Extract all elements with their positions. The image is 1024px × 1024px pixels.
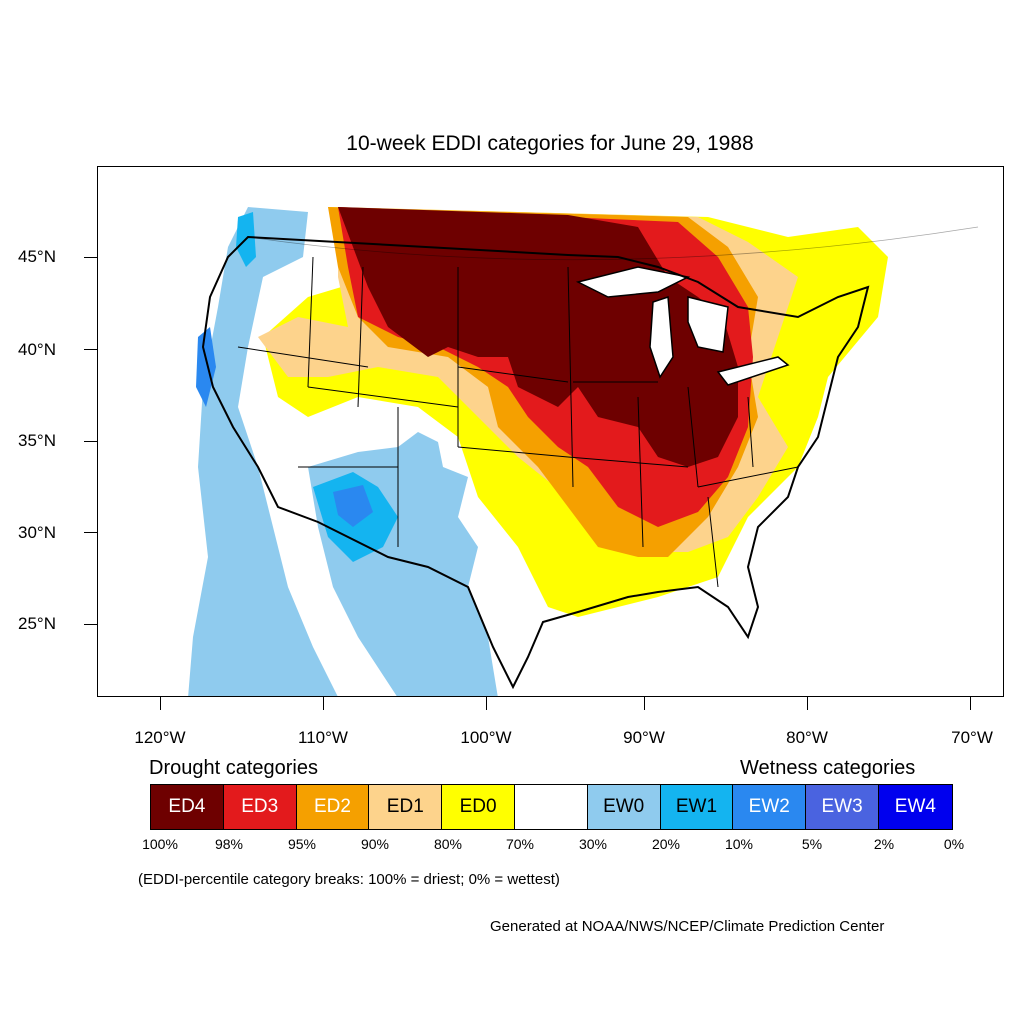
legend-break-10: 10% — [724, 836, 754, 852]
legend-break-80: 80% — [433, 836, 463, 852]
legend-swatch-ed0: ED0 — [442, 785, 515, 829]
legend-swatch-label: EW0 — [603, 796, 645, 817]
legend-swatch-ew0: EW0 — [587, 785, 661, 829]
legend-break-98: 98% — [214, 836, 244, 852]
legend-break-5: 5% — [801, 836, 823, 852]
lat-tick-35 — [84, 441, 97, 442]
legend-swatch-ew1: EW1 — [660, 785, 734, 829]
lon-tick-70 — [970, 697, 971, 710]
legend-swatch-label: EW4 — [894, 796, 936, 817]
legend-swatch-label: EW2 — [748, 796, 790, 817]
lon-label-90: 90°W — [623, 728, 665, 747]
lake-erie — [716, 356, 790, 386]
lat-label-45: 45°N — [18, 247, 56, 266]
legend-swatch-ed2: ED2 — [296, 785, 370, 829]
legend-swatch-ew4: EW4 — [878, 785, 952, 829]
legend-swatch-ew2: EW2 — [733, 785, 807, 829]
legend-swatch-ed4: ED4 — [151, 785, 224, 829]
region-ew0-west — [188, 207, 338, 696]
lat-tick-25 — [84, 624, 97, 625]
lat-tick-30 — [84, 532, 97, 533]
lon-label-110: 110°W — [298, 728, 348, 747]
lon-label-80: 80°W — [786, 728, 828, 747]
lon-tick-100 — [486, 697, 487, 710]
state-lines — [237, 256, 799, 588]
legend-break-95: 95% — [287, 836, 317, 852]
legend-swatch-ew3: EW3 — [806, 785, 879, 829]
region-ew2-southwest — [333, 485, 373, 527]
lat-label-30: 30°N — [18, 523, 56, 542]
legend-break-90: 90% — [360, 836, 390, 852]
legend-swatch-ed1: ED1 — [369, 785, 443, 829]
lake-superior — [575, 266, 691, 298]
lat-tick-40 — [84, 349, 97, 350]
legend-swatch-label: ED0 — [459, 796, 497, 817]
map-title: 10-week EDDI categories for June 29, 198… — [346, 132, 754, 155]
drought-map — [97, 166, 1004, 697]
lat-label-40: 40°N — [18, 340, 56, 359]
lon-label-100: 100°W — [460, 728, 512, 747]
lat-label-35: 35°N — [18, 431, 56, 450]
legend-break-2: 2% — [873, 836, 895, 852]
legend-swatch-ed3: ED3 — [223, 785, 297, 829]
graticule — [247, 226, 979, 261]
legend-color-bar: ED4 ED3 ED2 ED1 ED0 EW0 EW1 EW2 EW3 EW4 — [150, 784, 953, 830]
lake-michigan — [649, 295, 674, 379]
legend-break-70: 70% — [505, 836, 535, 852]
legend-note: (EDDI-percentile category breaks: 100% =… — [138, 871, 560, 888]
lon-label-120: 120°W — [134, 728, 186, 747]
legend-swatch-label: ED1 — [386, 796, 424, 817]
legend-swatch-label: EW3 — [821, 796, 863, 817]
us-outline — [201, 235, 870, 690]
legend-swatch-label: ED2 — [314, 796, 351, 817]
legend-break-20: 20% — [651, 836, 681, 852]
lake-huron — [687, 296, 729, 353]
lon-tick-120 — [160, 697, 161, 710]
lon-tick-90 — [644, 697, 645, 710]
lon-label-70: 70°W — [951, 728, 993, 747]
legend-swatch-label: EW1 — [675, 796, 718, 817]
legend-swatch-label: ED3 — [241, 796, 279, 817]
legend-break-30: 30% — [578, 836, 608, 852]
legend-break-100: 100% — [142, 836, 178, 852]
wetness-categories-heading: Wetness categories — [740, 757, 916, 779]
lat-label-25: 25°N — [18, 614, 56, 633]
legend-break-0: 0% — [943, 836, 965, 852]
lon-tick-110 — [323, 697, 324, 710]
map-canvas — [188, 207, 979, 696]
credit-line: Generated at NOAA/NWS/NCEP/Climate Predi… — [490, 918, 885, 935]
lon-tick-80 — [807, 697, 808, 710]
legend-swatch-label: ED4 — [168, 796, 206, 817]
lat-tick-45 — [84, 257, 97, 258]
drought-categories-heading: Drought categories — [149, 757, 318, 779]
legend-swatch-neutral — [514, 785, 588, 829]
region-ew2-coast — [196, 327, 216, 407]
region-ew0-southwest — [308, 432, 498, 696]
